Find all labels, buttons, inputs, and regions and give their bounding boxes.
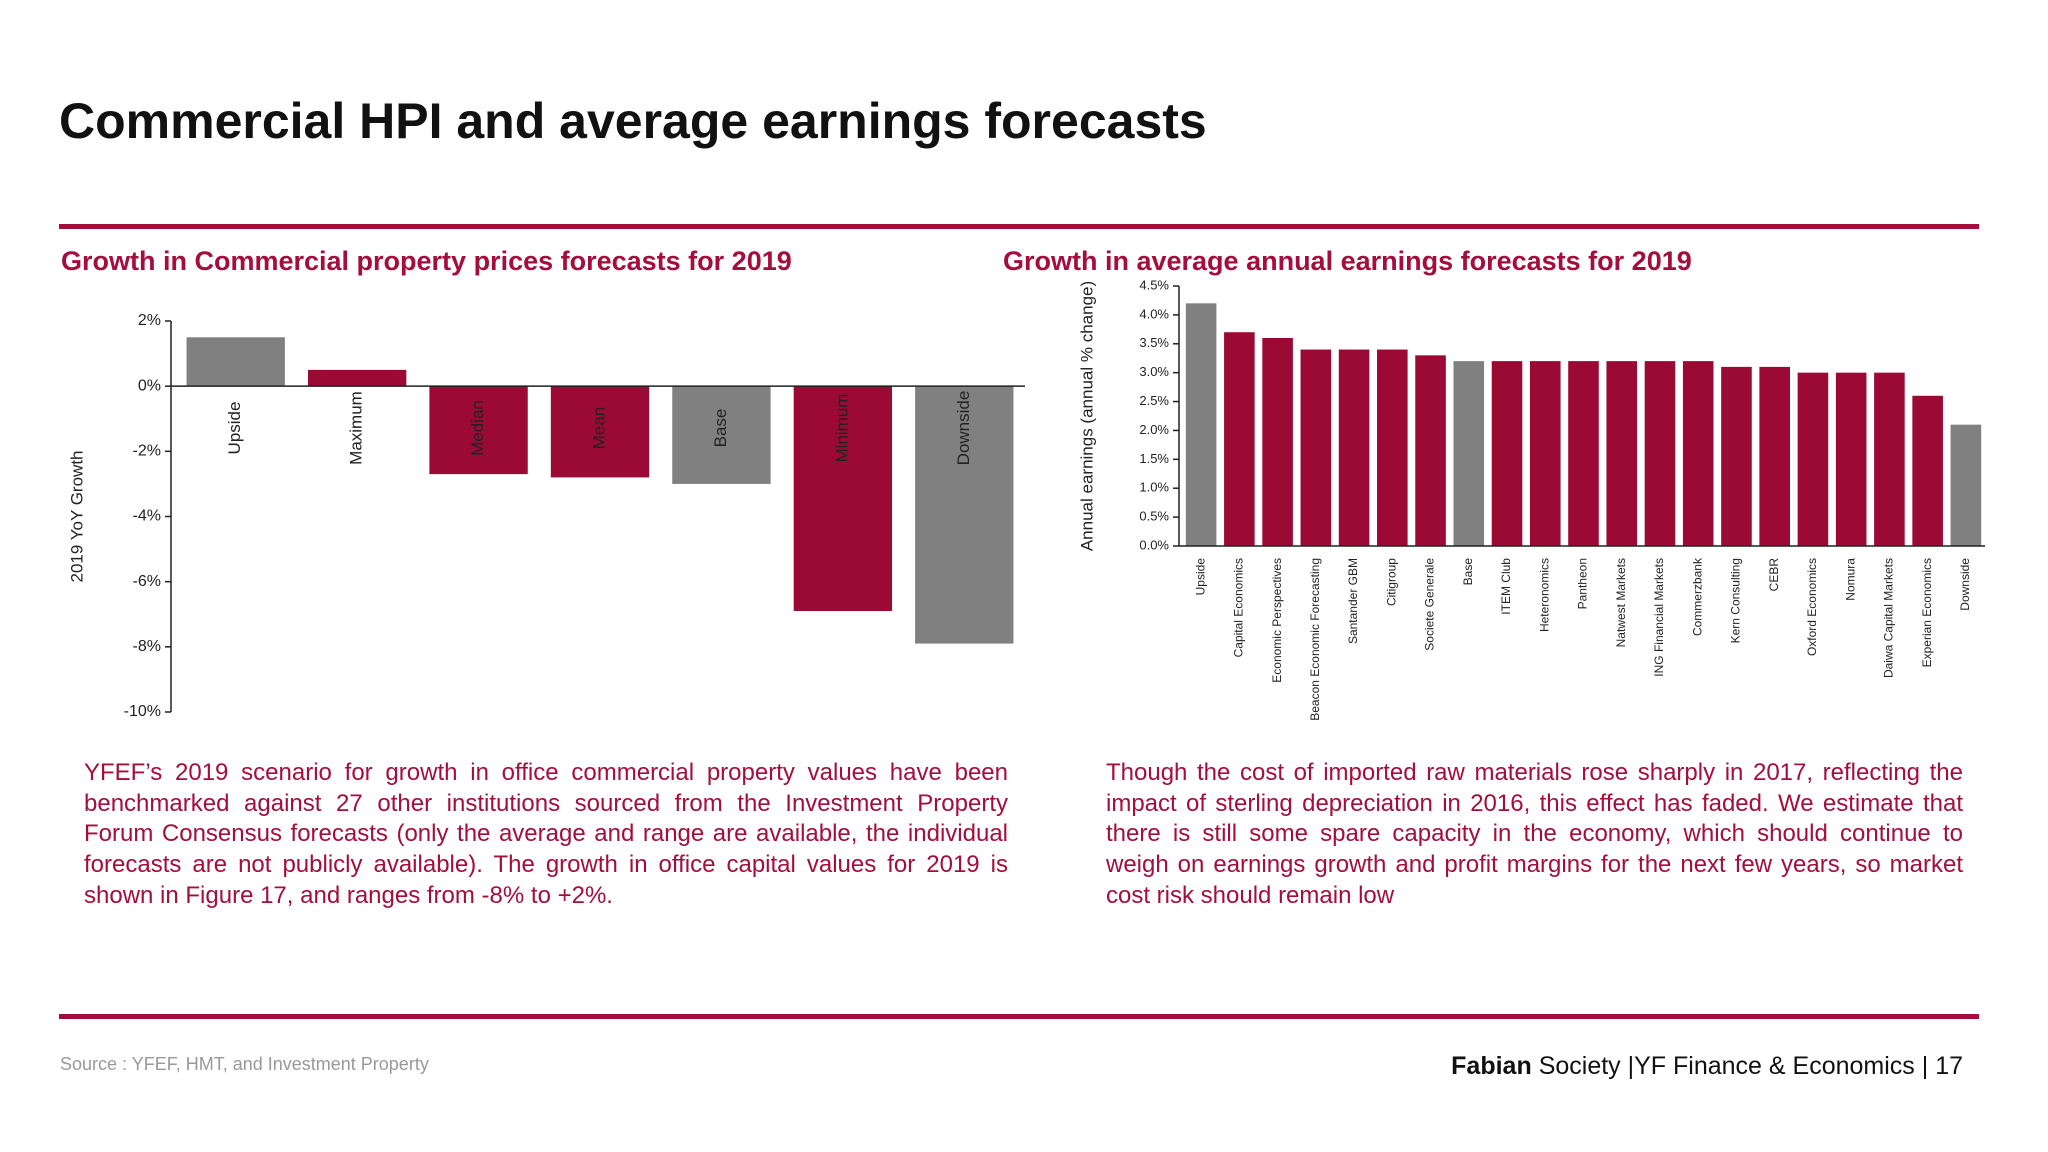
category-label: Nomura [1843, 558, 1857, 601]
y-tick-label: -4% [133, 508, 161, 525]
bar [186, 337, 285, 387]
bar [307, 369, 407, 387]
slide-title: Commercial HPI and average earnings fore… [59, 93, 1207, 149]
y-tick-label: -2% [133, 443, 161, 460]
bar [915, 386, 1014, 644]
category-label: Natwest Markets [1614, 558, 1628, 647]
category-label: Daiwa Capital Markets [1882, 558, 1896, 678]
bar [1300, 349, 1332, 546]
category-label: Heteronomics [1537, 558, 1551, 632]
y-tick-label: 3.5% [1139, 335, 1169, 350]
bar [1338, 349, 1370, 546]
y-tick-label: 2.0% [1139, 422, 1169, 437]
category-label: Median [468, 400, 487, 456]
y-tick-label: 1.0% [1139, 480, 1169, 495]
category-label: Mean [589, 407, 608, 450]
bar [1453, 361, 1485, 546]
category-label: Downside [1958, 558, 1972, 611]
bar [1568, 361, 1599, 546]
y-axis-label: Annual earnings (annual % change) [1077, 281, 1096, 551]
y-tick-label: 2.5% [1139, 393, 1169, 408]
y-tick-label: -10% [124, 703, 161, 720]
category-label: Commerzbank [1690, 557, 1704, 636]
bar [1529, 361, 1561, 546]
category-label: Oxford Economics [1805, 558, 1819, 656]
category-label: Downside [954, 391, 973, 466]
bar [550, 386, 650, 478]
category-label: Societe Generale [1423, 558, 1437, 651]
category-label: Upside [225, 402, 244, 455]
bar [1721, 366, 1752, 546]
category-label: ITEM Club [1499, 558, 1513, 615]
category-label: Minimum [832, 394, 851, 463]
paragraph: Though the cost of imported raw material… [1106, 759, 1963, 909]
bar [1224, 332, 1255, 546]
bar [793, 386, 893, 611]
page-number: 17 [1935, 1052, 1963, 1080]
category-label: Base [711, 409, 730, 448]
y-tick-label: 4.0% [1139, 306, 1169, 321]
bar [1644, 361, 1676, 546]
bar [1491, 361, 1523, 546]
brand: Society [1538, 1052, 1621, 1080]
y-axis-label: 2019 YoY Growth [67, 450, 86, 582]
category-label: Pantheon [1576, 558, 1590, 609]
paragraph: YFEF’s 2019 scenario for growth in offic… [84, 759, 1008, 909]
y-tick-label: 0% [138, 377, 161, 394]
bar [1797, 372, 1829, 546]
brand: Fabian [1451, 1052, 1532, 1080]
y-tick-label: -6% [133, 573, 161, 590]
bar [1874, 372, 1905, 546]
bar [1835, 372, 1867, 546]
category-label: Santander GBM [1346, 558, 1360, 644]
y-tick-label: 0.5% [1139, 509, 1169, 524]
category-label: Citigroup [1384, 558, 1398, 606]
bar [429, 386, 528, 475]
y-tick-label: 4.5% [1139, 277, 1169, 292]
category-label: Economic Perspectives [1270, 558, 1284, 683]
bar [1377, 349, 1408, 546]
bar [1950, 424, 1982, 546]
y-tick-label: 3.0% [1139, 364, 1169, 379]
category-label: Base [1461, 558, 1475, 586]
chart-title: Growth in Commercial property prices for… [61, 246, 792, 276]
category-label: Kern Consulting [1729, 558, 1743, 643]
bar [1415, 355, 1446, 546]
y-tick-label: 2% [138, 312, 161, 329]
y-tick-label: 0.0% [1139, 537, 1169, 552]
category-label: Beacon Economic Forecasting [1308, 558, 1322, 721]
divider [59, 1014, 1979, 1019]
bar [1185, 303, 1217, 546]
category-label: CEBR [1767, 558, 1781, 592]
bar [1759, 366, 1790, 546]
footer: Fabian Society |YF Finance & Economics |… [1451, 1052, 1963, 1081]
category-label: Capital Economics [1232, 558, 1246, 657]
y-tick-label: -8% [133, 638, 161, 655]
bar [1682, 361, 1714, 546]
bar [672, 386, 771, 484]
category-label: Upside [1193, 558, 1207, 596]
org: |YF Finance & Economics | [1627, 1052, 1929, 1080]
category-label: ING Financial Markets [1652, 558, 1666, 677]
divider [59, 224, 1979, 229]
bar [1606, 361, 1638, 546]
category-label: Experian Economics [1920, 558, 1934, 667]
category-label: Maximum [347, 391, 366, 465]
bar [1262, 338, 1293, 546]
bar [1912, 395, 1943, 546]
y-tick-label: 1.5% [1139, 451, 1169, 466]
source-note: Source : YFEF, HMT, and Investment Prope… [60, 1054, 429, 1074]
chart-title: Growth in average annual earnings foreca… [1003, 246, 1692, 276]
